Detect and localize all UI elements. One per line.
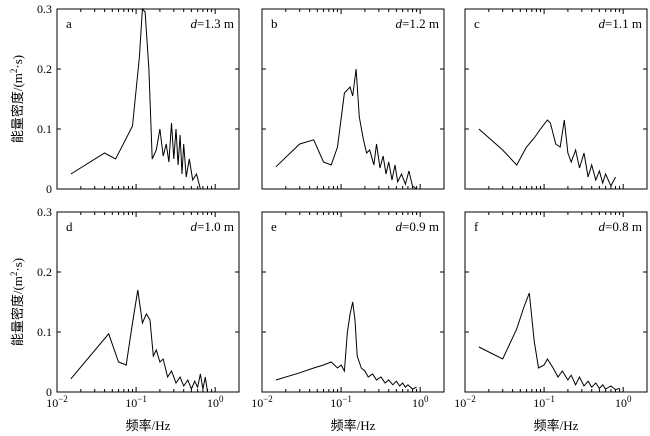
y-axis-title: 能量密度/(m2·s): [9, 258, 25, 346]
depth-label: d=0.9 m: [396, 219, 439, 234]
y-tick-label: 0.3: [37, 205, 52, 219]
panel-letter-label: a: [66, 16, 72, 31]
y-tick-label: 0.1: [37, 325, 52, 339]
panel-letter-label: b: [271, 16, 278, 31]
x-tick-label: 10−2: [454, 394, 476, 410]
y-tick-label: 0: [46, 182, 52, 196]
panel-letter-label: f: [474, 219, 479, 234]
y-axis-title: 能量密度/(m2·s): [9, 55, 25, 143]
spectrum-line-a: [70, 7, 201, 190]
panel-letter-label: e: [271, 219, 277, 234]
x-axis-title: 频率/Hz: [331, 418, 376, 433]
x-axis-title: 频率/Hz: [126, 418, 171, 433]
panel-a: 0 0.1 0.2 0.3 a d=1.3 m: [37, 2, 240, 196]
panel-b: b d=1.2 m: [261, 8, 445, 190]
spectrum-line-d: [70, 289, 208, 393]
depth-label: d=1.2 m: [396, 16, 439, 31]
panel-letter-label: d: [66, 219, 73, 234]
spectrum-line-b: [275, 68, 417, 190]
x-tick-label: 10−1: [125, 394, 147, 410]
spectrum-line-f: [478, 292, 620, 391]
y-tick-label: 0.2: [37, 62, 52, 76]
panel-f: 10−2 10−1 100 f d=0.8 m: [454, 211, 648, 410]
x-tick-label: 10−1: [330, 394, 352, 410]
panel-d: 0 0.1 0.2 0.3 10−2 10−1 100 d d=1.0 m: [37, 205, 240, 410]
plot-frame: [261, 8, 445, 190]
x-axis-title: 频率/Hz: [534, 418, 579, 433]
plot-frame: [56, 8, 240, 190]
panel-letter-label: c: [474, 16, 480, 31]
depth-label: d=1.1 m: [599, 16, 642, 31]
plot-frame: [464, 211, 648, 393]
x-tick-label: 10−2: [46, 394, 68, 410]
spectrum-line-e: [275, 301, 417, 390]
x-tick-label: 10−1: [533, 394, 555, 410]
x-tick-label: 10−2: [251, 394, 273, 410]
plot-frame: [56, 211, 240, 393]
panel-e: 10−2 10−1 100 e d=0.9 m: [251, 211, 445, 410]
panel-c: c d=1.1 m: [464, 8, 648, 190]
plot-frame: [261, 211, 445, 393]
y-tick-label: 0.2: [37, 265, 52, 279]
y-tick-label: 0.3: [37, 2, 52, 16]
x-tick-label: 100: [207, 394, 224, 410]
x-tick-label: 100: [615, 394, 632, 410]
spectrum-line-c: [478, 119, 616, 188]
plot-frame: [464, 8, 648, 190]
x-tick-label: 100: [412, 394, 429, 410]
depth-label: d=1.0 m: [191, 219, 234, 234]
depth-label: d=1.3 m: [191, 16, 234, 31]
y-tick-label: 0.1: [37, 122, 52, 136]
depth-label: d=0.8 m: [599, 219, 642, 234]
y-tick-label: 0: [46, 385, 52, 399]
